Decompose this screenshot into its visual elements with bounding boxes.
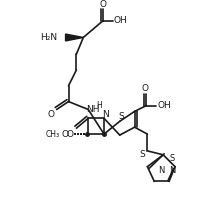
Text: NH: NH: [86, 105, 100, 114]
Text: O: O: [67, 130, 74, 139]
Text: CH₃: CH₃: [46, 130, 60, 139]
Text: S: S: [119, 112, 125, 121]
Text: N: N: [169, 166, 175, 175]
Text: OH: OH: [114, 16, 128, 25]
Text: OH: OH: [157, 101, 171, 110]
Text: N: N: [158, 166, 164, 175]
Text: N: N: [103, 110, 109, 119]
Text: S: S: [169, 154, 175, 163]
Text: O: O: [142, 84, 149, 93]
Text: S: S: [140, 150, 145, 159]
Polygon shape: [66, 34, 83, 41]
Text: H₂N: H₂N: [41, 33, 58, 42]
Text: O: O: [99, 0, 106, 9]
Text: H: H: [96, 101, 102, 110]
Text: O: O: [61, 130, 68, 139]
Text: O: O: [47, 110, 54, 119]
